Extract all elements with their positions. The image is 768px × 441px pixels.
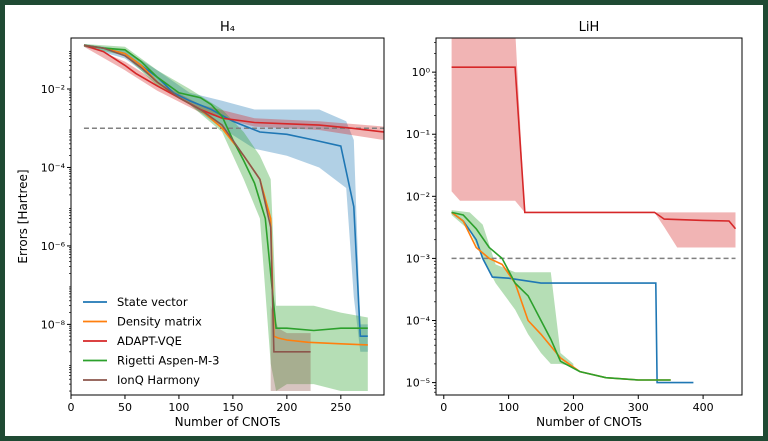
y-tick-label: 10⁻⁴ [41,161,66,174]
figure: 0 50 100 150 200 250 10⁻² 10⁻⁴ 10⁻⁶ 10⁻⁸ H₄ Number … [16,20,743,429]
band-rigetti [84,44,368,391]
legend-label-state_vector: State vector [117,295,188,309]
figure-frame: 0 50 100 150 200 250 10⁻² 10⁻⁴ 10⁻⁶ 10⁻⁸ H₄ Number … [5,5,763,436]
series-line-state_vector [83,44,368,338]
x-tick-label: 250 [330,401,351,414]
axes-frame [70,37,385,396]
panel-h4: 0 50 100 150 200 250 10⁻² 10⁻⁴ 10⁻⁶ 10⁻⁸ H₄ Number … [16,20,385,429]
x-tick-label: 50 [118,401,132,414]
chart-title: H₄ [220,20,235,35]
y-tick-label: 10⁻⁶ [41,240,66,253]
y-tick-label: 10⁻⁸ [41,318,66,331]
band-ionq [270,305,311,391]
band-state_vector [84,44,368,352]
legend: State vector Density matrix ADAPT-VQE Riget… [83,295,220,387]
x-tick-label: 200 [276,401,297,414]
y-tick-label: 10⁻⁴ [406,314,431,327]
plot-area [451,38,737,384]
y-tick-label: 10⁻⁵ [406,377,430,390]
panel-lih: 0 100 200 300 400 10⁰ 10⁻¹ 10⁻² 10⁻³ 10⁻⁴ 10⁻⁵ LiH N… [406,20,743,429]
plot-area [83,44,384,391]
x-axis-label: Number of CNOTs [536,415,642,429]
x-tick-label: 200 [563,401,584,414]
legend-label-adapt_vqe: ADAPT-VQE [117,334,182,348]
x-tick-label: 100 [498,401,519,414]
series-line-rigetti [83,44,368,332]
band-adapt_vqe [84,44,384,140]
band-adapt_vqe [451,38,736,248]
series-line-rigetti [451,211,671,381]
x-tick-label: 300 [628,401,649,414]
series-line-ionq [83,44,311,353]
y-tick-label: 10⁻² [41,83,65,96]
y-axis-label: Errors [Hartree] [16,169,30,263]
x-tick-label: 100 [168,401,189,414]
y-tick-label: 10⁻² [406,190,430,203]
band-rigetti [451,210,574,367]
y-tick-label: 10⁻³ [406,252,430,265]
x-tick-label: 0 [440,401,447,414]
legend-label-density_matrix: Density matrix [117,315,202,329]
x-tick-label: 150 [222,401,243,414]
x-tick-label: 0 [68,401,75,414]
x-tick-label: 400 [693,401,714,414]
series-line-state_vector [451,211,694,384]
x-axis-label: Number of CNOTs [175,415,281,429]
legend-label-rigetti: Rigetti Aspen-M-3 [117,354,220,368]
chart-title: LiH [579,20,600,35]
series-line-adapt_vqe [451,66,737,230]
axes-frame [435,37,743,396]
y-tick-label: 10⁻¹ [406,128,430,141]
legend-label-ionq: IonQ Harmony [117,373,200,387]
y-tick-label: 10⁰ [412,66,431,79]
